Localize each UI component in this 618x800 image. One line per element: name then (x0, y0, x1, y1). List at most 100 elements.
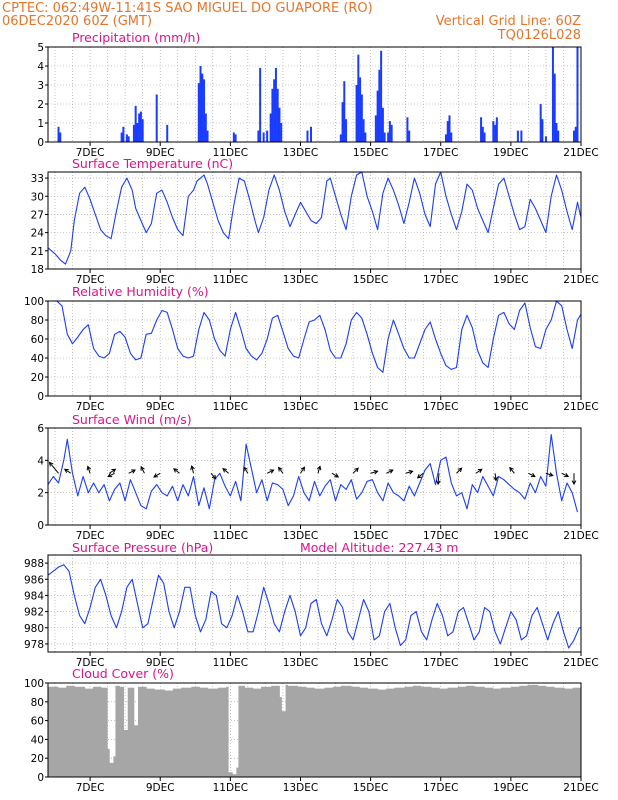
wind-title: Surface Wind (m/s) (72, 412, 192, 427)
cloud-cover-panel: Cloud Cover (%) 0 20 40 60 80 100 7DEC 9DEC 11DE… (24, 666, 599, 794)
cloud-bar (140, 686, 143, 777)
y-tick-label: 27 (31, 209, 44, 221)
cloud-bar (336, 686, 340, 777)
cloud-bar (191, 686, 194, 777)
precip-bar (276, 88, 279, 142)
cloud-bar (99, 686, 102, 777)
cloud-bar (398, 687, 401, 777)
precip-bar (343, 81, 346, 142)
cloud-bar (160, 689, 163, 777)
cloud-bar (129, 687, 133, 777)
cloud-bar (463, 686, 467, 777)
y-tick-label: 100 (24, 678, 44, 690)
cloud-bar (511, 686, 514, 777)
cloud-bar (250, 687, 254, 777)
cloud-bar (197, 686, 200, 777)
precip-bar (448, 115, 451, 142)
precip-bar (134, 105, 137, 142)
precip-bar (59, 132, 62, 142)
x-tick-label: 13DEC (283, 530, 318, 542)
x-tick-label: 15DEC (353, 147, 388, 159)
precip-bar (544, 136, 547, 142)
cloud-bar (347, 685, 350, 777)
cloud-bar (117, 685, 120, 777)
precip-bar (206, 130, 209, 142)
y-tick-label: 24 (31, 228, 45, 240)
wind-arrow (300, 466, 305, 474)
x-tick-label: 7DEC (76, 274, 105, 286)
x-tick-label: 11DEC (213, 782, 248, 794)
cloud-bar (425, 686, 428, 777)
cloud-bar (488, 687, 491, 777)
x-tick-label: 13DEC (283, 782, 318, 794)
cloud-bar (181, 687, 184, 777)
cloud-bar (545, 686, 549, 777)
cloud-bar (449, 687, 453, 777)
precip-bar (359, 77, 362, 142)
cloud-bar (371, 688, 375, 777)
precip-bar (138, 113, 141, 142)
cloud-bar (222, 687, 225, 777)
panel-frame (47, 46, 582, 143)
cloud-bar (416, 685, 420, 777)
cloud-bar (174, 688, 178, 777)
cloud-bar (576, 687, 580, 777)
precip-bar (341, 102, 344, 142)
cloud-bar (230, 772, 233, 777)
temperature-panel: Surface Temperature (nC) 18 21 24 27 30 33 7DE… (31, 156, 599, 286)
x-tick-label: 17DEC (423, 530, 458, 542)
cloud-bar (476, 686, 479, 777)
wind-arrow-head (131, 469, 137, 474)
cloud-bar (351, 686, 354, 777)
precip-bar (141, 119, 144, 142)
y-tick-label: 2 (37, 99, 44, 111)
cloud-bar (312, 687, 315, 777)
wind-arrow (266, 469, 274, 474)
cloud-bar (211, 688, 215, 777)
cloud-bar (340, 685, 344, 777)
wind-arrow (317, 466, 321, 474)
precipitation-panel: Precipitation (mm/h) 0 1 2 3 4 5 7DEC 9DEC 11DEC… (37, 30, 598, 159)
precip-bar (408, 130, 411, 142)
precip-bar (139, 111, 142, 142)
cloud-bar (158, 689, 161, 777)
cloud-bar (64, 687, 67, 777)
cloud-bar (388, 688, 391, 777)
cloud-bar (345, 685, 348, 777)
y-tick-label: 0 (37, 772, 44, 784)
cloud-bar (521, 685, 524, 777)
x-tick-label: 11DEC (213, 401, 248, 413)
wind-arrow-head (530, 472, 536, 478)
x-tick-label: 19DEC (493, 147, 528, 159)
precip-bar (57, 126, 60, 142)
cloud-bar (271, 685, 274, 777)
precip-bar (557, 130, 560, 142)
cloud-bar (252, 688, 256, 777)
y-tick-label: 20 (31, 753, 44, 765)
cloud-bar (217, 687, 221, 777)
cloud-bar (433, 687, 436, 777)
x-tick-label: 17DEC (423, 401, 458, 413)
cloud-bar (480, 686, 483, 777)
y-tick-label: 80 (31, 697, 44, 709)
header-location: CPTEC: 062:49W-11:41S SAO MIGUEL DO GUAP… (2, 1, 373, 16)
x-tick-label: 15DEC (353, 274, 388, 286)
x-tick-label: 15DEC (353, 530, 388, 542)
wind-arrow-head (111, 468, 117, 474)
precip-bar (339, 134, 342, 142)
cloud-bar (379, 689, 383, 777)
cloud-bar (441, 688, 444, 777)
cloud-bar (470, 685, 473, 777)
wind-arrow (153, 472, 161, 478)
cloud-bar (533, 684, 537, 777)
precip-bar (306, 130, 309, 142)
cloud-bar (269, 686, 272, 777)
wind-arrow-head (571, 480, 577, 486)
y-tick-label: 988 (24, 558, 44, 570)
cloud-bar (68, 685, 71, 777)
x-tick-label: 7DEC (76, 657, 105, 669)
cloud-bar (133, 725, 137, 777)
y-tick-label: 0 (37, 137, 44, 149)
cloud-bar (238, 685, 241, 777)
panel-frame (47, 171, 582, 270)
